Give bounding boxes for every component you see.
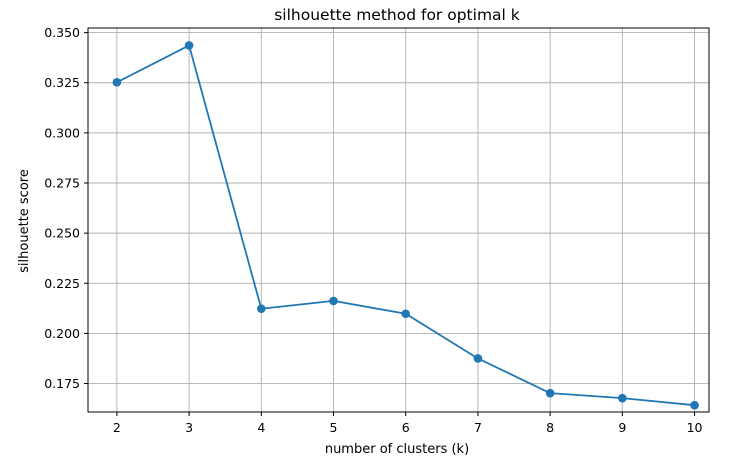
x-tick-label: 3 (185, 420, 193, 435)
y-tick-label: 0.200 (44, 326, 80, 341)
y-axis-label: silhouette score (17, 169, 32, 273)
y-tick-label: 0.325 (44, 75, 80, 90)
plot-frame (87, 27, 710, 413)
y-tick-label: 0.300 (44, 125, 80, 140)
data-point (473, 354, 483, 363)
x-tick-label: 5 (330, 420, 338, 435)
chart-title: silhouette method for optimal k (274, 6, 520, 24)
data-point (401, 309, 411, 319)
x-tick-label: 4 (257, 420, 265, 435)
y-tick-label: 0.350 (44, 25, 80, 40)
data-point (618, 393, 627, 403)
series (112, 41, 699, 410)
data-point (329, 296, 338, 306)
x-tick-label: 8 (546, 420, 554, 435)
x-tick-label: 6 (402, 420, 410, 435)
x-tick-label: 2 (113, 420, 121, 435)
data-point (112, 78, 122, 87)
x-tick-label: 7 (474, 420, 482, 435)
y-tick-label: 0.225 (44, 276, 80, 291)
y-tick-label: 0.275 (44, 176, 80, 191)
data-point (690, 400, 699, 410)
data-point (184, 41, 194, 50)
y-tick-label: 0.175 (44, 376, 80, 391)
x-axis-label: number of clusters (k) (325, 442, 469, 457)
ticks: 2 3 4 5 6 7 8 9 10 0.175 0.200 0.225 0.250 0.275 0.300… (44, 25, 702, 435)
data-point (545, 388, 555, 398)
data-point (257, 304, 266, 314)
y-tick-label: 0.250 (44, 226, 80, 241)
grid (88, 28, 709, 412)
x-tick-label: 9 (618, 420, 626, 435)
x-tick-label: 10 (687, 420, 703, 435)
